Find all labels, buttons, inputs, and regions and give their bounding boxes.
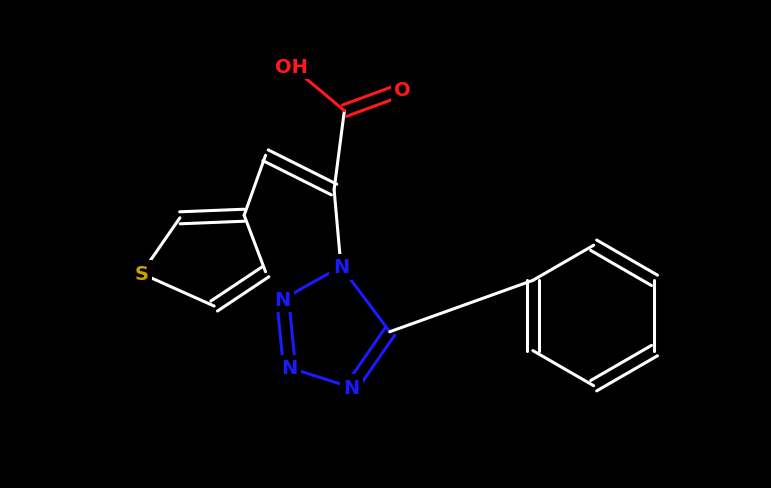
Text: N: N (274, 290, 291, 309)
Text: N: N (333, 258, 349, 277)
Text: OH: OH (274, 58, 308, 77)
Text: N: N (281, 359, 298, 377)
Text: S: S (134, 264, 148, 284)
Text: N: N (343, 378, 359, 397)
Text: O: O (394, 81, 411, 100)
